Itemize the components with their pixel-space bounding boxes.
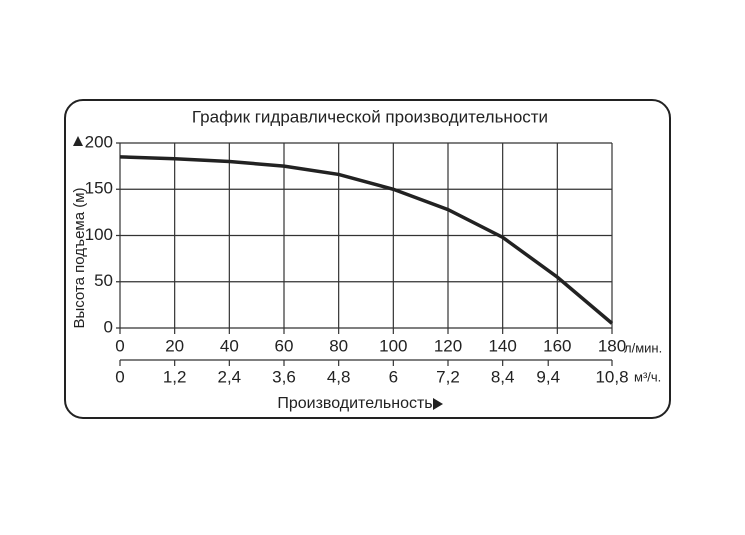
- x2-tick-label: 9,4: [536, 367, 560, 386]
- x-axis-label: Производительность: [277, 395, 432, 412]
- x-tick-label: 140: [488, 336, 516, 355]
- x-tick-label: 60: [275, 336, 294, 355]
- y-tick-label: 50: [94, 271, 113, 290]
- x-unit: л/мин.: [624, 340, 662, 355]
- x-tick-label: 180: [598, 336, 626, 355]
- x2-tick-label: 3,6: [272, 367, 296, 386]
- x2-tick-label: 7,2: [436, 367, 460, 386]
- x2-unit: м³/ч.: [634, 369, 661, 384]
- x2-tick-label: 8,4: [491, 367, 515, 386]
- y-tick-label: 200: [85, 132, 113, 151]
- x2-tick-label: 1,2: [163, 367, 187, 386]
- x2-tick-label: 10,8: [595, 367, 628, 386]
- x-tick-label: 80: [329, 336, 348, 355]
- curve: [119, 155, 614, 325]
- y-tick-label: 0: [104, 317, 113, 336]
- x-tick-label: 120: [434, 336, 462, 355]
- x2-tick-label: 0: [115, 367, 124, 386]
- x2-tick-label: 2,4: [218, 367, 242, 386]
- y-tick-label: 150: [85, 179, 113, 198]
- x-tick-label: 20: [165, 336, 184, 355]
- x2-tick-label: 6: [389, 367, 398, 386]
- x-tick-label: 160: [543, 336, 571, 355]
- x-tick-label: 40: [220, 336, 239, 355]
- chart-title: График гидравлической производительности: [192, 107, 548, 126]
- x-tick-label: 100: [379, 336, 407, 355]
- y-tick-label: 100: [85, 225, 113, 244]
- x-arrow: [433, 398, 443, 410]
- frame: [64, 99, 671, 419]
- x-tick-label: 0: [115, 336, 124, 355]
- y-arrow: [73, 136, 83, 146]
- x2-tick-label: 4,8: [327, 367, 351, 386]
- y-axis-label: Высота подъема (м): [71, 187, 88, 328]
